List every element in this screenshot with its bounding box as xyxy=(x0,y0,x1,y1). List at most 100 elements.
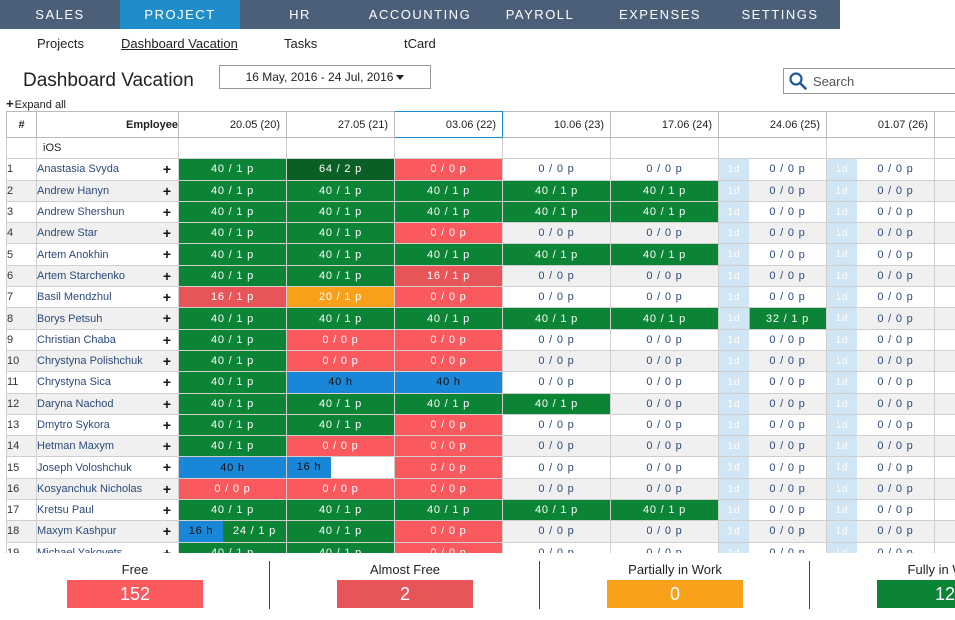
table-row[interactable]: 17 Kretsu Paul +40 / 1 p 40 / 1 p 40 / 1 p 40… xyxy=(6,499,955,522)
week-cell[interactable]: 1d 0 / 0 p xyxy=(826,435,935,458)
employee-name[interactable]: Joseph Voloshchuk xyxy=(37,461,132,474)
column-header-week[interactable]: 03.06 (22) xyxy=(394,111,503,138)
week-cell[interactable]: 1d 0 / 0 p xyxy=(826,371,935,394)
week-cell[interactable]: 40 / 1 p xyxy=(286,264,395,288)
week-cell[interactable]: 40 / 1 p xyxy=(178,499,287,522)
week-cell[interactable]: 40 / 1 p xyxy=(286,179,395,202)
week-cell[interactable]: 40 / 1 p xyxy=(178,541,287,553)
week-cell[interactable]: 1d 0 / 0 p xyxy=(718,243,827,266)
week-cell[interactable]: 40 / 1 p xyxy=(610,307,719,330)
week-cell[interactable]: 1d 0 / 0 p xyxy=(718,541,827,553)
week-cell[interactable]: 0 / 0 p xyxy=(394,456,503,479)
week-cell[interactable]: 0 / 0 p xyxy=(610,392,719,415)
week-cell[interactable]: 1d 0 / 0 p xyxy=(826,349,935,373)
employee-name[interactable]: Basil Mendzhul xyxy=(37,291,112,304)
nav-tab-sales[interactable]: SALES xyxy=(35,7,85,22)
week-cell[interactable]: 1d 0 / 0 p xyxy=(826,328,935,351)
week-cell[interactable]: 40 / 1 p xyxy=(286,413,395,437)
nav-tab-hr[interactable]: HR xyxy=(289,7,311,22)
week-cell[interactable]: 1d 0 / 0 p xyxy=(718,349,827,373)
employee-name[interactable]: Michael Yakovets xyxy=(37,546,123,553)
week-cell[interactable]: 0 / 0 p xyxy=(502,222,611,245)
table-row[interactable]: 3 Andrew Shershun +40 / 1 p 40 / 1 p 40 / 1 … xyxy=(6,200,955,224)
employee-name[interactable]: Andrew Hanyn xyxy=(37,184,110,197)
week-cell[interactable]: 40 / 1 p xyxy=(178,349,287,373)
week-cell[interactable]: 0 / 0 p xyxy=(178,477,287,501)
week-cell[interactable]: 1d 0 / 0 p xyxy=(826,158,935,181)
week-cell[interactable]: 0 / 0 p xyxy=(610,456,719,479)
date-range-picker[interactable]: 16 May, 2016 - 24 Jul, 2016 xyxy=(219,65,431,89)
week-cell[interactable]: 0 / 0 p xyxy=(610,541,719,553)
employee-name[interactable]: Kretsu Paul xyxy=(37,504,94,517)
week-cell[interactable]: 40 / 1 p xyxy=(286,243,395,266)
table-row[interactable]: 12 Daryna Nachod +40 / 1 p 40 / 1 p 40 / 1 p… xyxy=(6,392,955,415)
week-cell[interactable]: 40 / 1 p xyxy=(178,200,287,224)
week-cell[interactable]: 16 / 1 p xyxy=(178,286,287,309)
employee-name-cell[interactable]: Andrew Star + xyxy=(36,222,179,245)
week-cell[interactable]: 1d 0 / 0 p xyxy=(718,328,827,351)
week-cell[interactable]: 40 / 1 p xyxy=(394,307,503,330)
expand-row-icon[interactable]: + xyxy=(162,480,171,497)
table-row[interactable]: 8 Borys Petsuh +40 / 1 p 40 / 1 p 40 / 1 p 40… xyxy=(6,307,955,330)
employee-name[interactable]: Daryna Nachod xyxy=(37,397,114,410)
week-cell[interactable]: 0 / 0 p xyxy=(610,520,719,543)
week-cell[interactable]: 1d 0 / 0 p xyxy=(718,371,827,394)
column-header-week[interactable]: 27.05 (21) xyxy=(286,111,395,138)
week-cell[interactable]: 0 / 0 p xyxy=(394,435,503,458)
week-cell[interactable]: 1d 0 / 0 p xyxy=(826,477,935,501)
employee-name-cell[interactable]: Anastasia Svyda + xyxy=(36,158,179,181)
week-cell[interactable]: 0 / 0 p xyxy=(502,328,611,351)
week-cell[interactable]: 1d 0 / 0 p xyxy=(718,392,827,415)
week-cell[interactable]: 40 / 1 p xyxy=(502,179,611,202)
expand-row-icon[interactable]: + xyxy=(162,459,171,476)
week-cell[interactable]: 0 / 0 p xyxy=(502,477,611,501)
week-cell[interactable]: 0 / 0 p xyxy=(394,477,503,501)
week-cell[interactable]: 40 / 1 p xyxy=(610,243,719,266)
week-cell[interactable]: 0 / 0 p xyxy=(394,328,503,351)
week-cell[interactable]: 1d 0 / 0 p xyxy=(826,243,935,266)
week-cell[interactable]: 1d 0 / 0 p xyxy=(718,264,827,288)
week-cell[interactable]: 0 / 0 p xyxy=(502,435,611,458)
week-cell[interactable]: 1d 0 / 0 p xyxy=(826,264,935,288)
week-cell[interactable]: 40 / 1 p xyxy=(394,392,503,415)
nav-tab-settings[interactable]: SETTINGS xyxy=(741,7,819,22)
employee-name[interactable]: Kosyanchuk Nicholas xyxy=(37,482,143,495)
week-cell[interactable]: 40 / 1 p xyxy=(394,243,503,266)
employee-name[interactable]: Chrystyna Sica xyxy=(37,376,111,389)
expand-row-icon[interactable]: + xyxy=(162,374,171,391)
week-cell[interactable]: 16 h 0 / 0 p xyxy=(286,456,395,479)
week-cell[interactable]: 1d 0 / 0 p xyxy=(718,179,827,202)
week-cell[interactable]: 40 / 1 p xyxy=(286,307,395,330)
week-cell[interactable]: 40 / 1 p xyxy=(178,307,287,330)
week-cell[interactable]: 40 / 1 p xyxy=(394,179,503,202)
subnav-dashboard-vacation[interactable]: Dashboard Vacation xyxy=(121,36,238,51)
subnav-tcard[interactable]: tCard xyxy=(404,36,436,51)
week-cell[interactable]: 1d 0 / 0 p xyxy=(718,477,827,501)
week-cell[interactable]: 0 / 0 p xyxy=(610,413,719,437)
employee-name-cell[interactable]: Dmytro Sykora + xyxy=(36,413,179,437)
week-cell[interactable]: 0 / 0 p xyxy=(394,413,503,437)
nav-tab-project[interactable]: PROJECT xyxy=(120,0,240,29)
week-cell[interactable]: 0 / 0 p xyxy=(286,349,395,373)
week-cell[interactable]: 40 / 1 p xyxy=(178,328,287,351)
week-cell[interactable]: 1d 0 / 0 p xyxy=(826,413,935,437)
week-cell[interactable]: 40 / 1 p xyxy=(286,392,395,415)
week-cell[interactable]: 0 / 0 p xyxy=(286,477,395,501)
expand-row-icon[interactable]: + xyxy=(162,267,171,284)
employee-name[interactable]: Hetman Maxym xyxy=(37,440,115,453)
employee-name[interactable]: Anastasia Svyda xyxy=(37,163,119,176)
column-header-week[interactable]: 10.06 (23) xyxy=(502,111,611,138)
week-cell[interactable]: 0 / 0 p xyxy=(502,158,611,181)
employee-name[interactable]: Maxym Kashpur xyxy=(37,525,117,538)
week-cell[interactable]: 0 / 0 p xyxy=(610,477,719,501)
week-cell[interactable]: 0 / 0 p xyxy=(394,286,503,309)
week-cell[interactable]: 40 / 1 p xyxy=(178,179,287,202)
